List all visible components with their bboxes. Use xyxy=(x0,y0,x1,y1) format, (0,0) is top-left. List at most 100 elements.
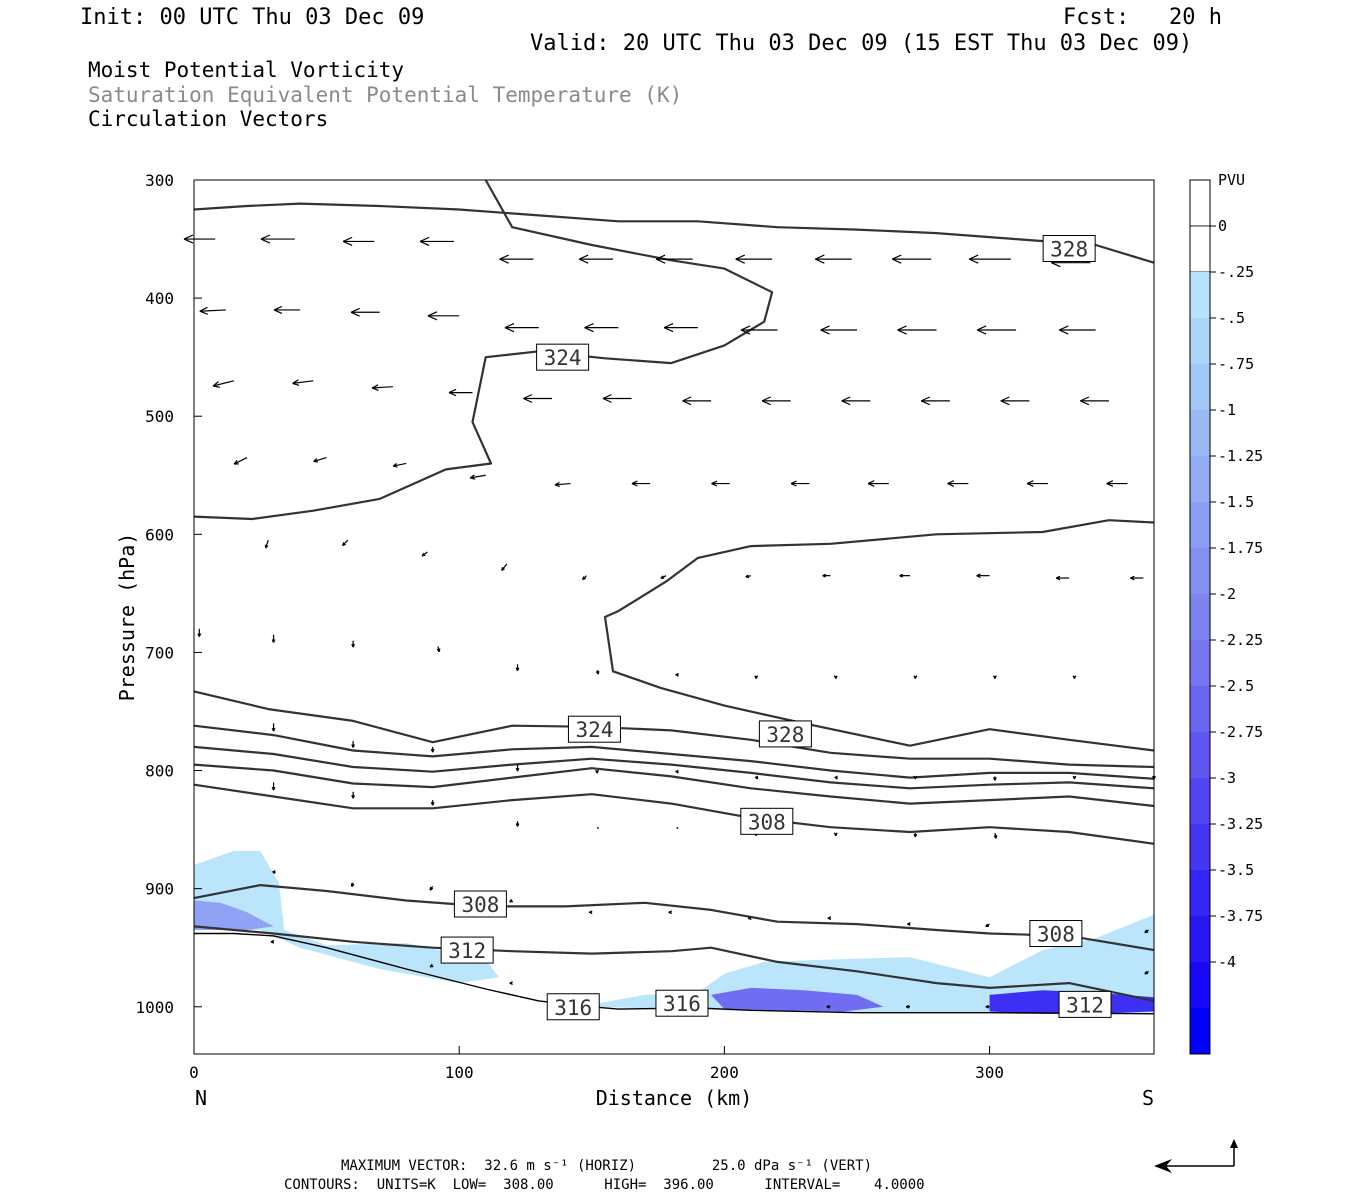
vector-head xyxy=(1073,675,1077,679)
vector-head xyxy=(273,786,276,791)
colorbar-cell xyxy=(1190,594,1210,640)
vector-head xyxy=(523,394,533,400)
circulation-vector xyxy=(790,480,810,487)
vector-head xyxy=(499,254,509,260)
circulation-vector xyxy=(913,833,918,838)
circulation-vector xyxy=(554,481,571,488)
colorbar-label: -2 xyxy=(1218,585,1236,603)
vector-head xyxy=(260,234,271,240)
circulation-vector xyxy=(815,254,852,264)
vector-head xyxy=(554,484,561,488)
circulation-vector xyxy=(199,306,226,315)
theta-contour xyxy=(193,202,1155,264)
vector-head xyxy=(1130,577,1135,581)
contour-label: 308 xyxy=(453,890,507,918)
vector-head xyxy=(897,329,907,335)
contour-label-box xyxy=(546,993,600,1021)
circulation-vector xyxy=(905,1004,911,1009)
vector-head xyxy=(432,748,435,753)
contour-label: 328 xyxy=(758,720,812,748)
circulation-vector xyxy=(1144,970,1150,975)
circulation-vector xyxy=(735,254,773,264)
contour-label: 308 xyxy=(1029,920,1083,948)
contour-label-box xyxy=(740,807,794,835)
circulation-vector xyxy=(985,1004,990,1009)
theta-contour xyxy=(193,690,1155,769)
vector-head xyxy=(509,982,513,986)
vector-head xyxy=(897,325,907,331)
vector-head xyxy=(947,480,955,485)
contour-label-box xyxy=(453,890,507,918)
vector-head xyxy=(270,941,275,944)
circulation-vector xyxy=(668,910,672,915)
vector-head xyxy=(427,311,438,317)
circulation-vector xyxy=(233,457,248,465)
vector-head xyxy=(523,397,533,403)
y-tick-label: 300 xyxy=(145,171,174,190)
vector-layer xyxy=(183,234,1156,1009)
vector-head xyxy=(429,887,434,891)
circulation-vector xyxy=(1080,396,1109,406)
vector-head xyxy=(976,329,987,335)
circulation-vector xyxy=(820,325,857,335)
vector-head xyxy=(976,325,987,331)
vector-head xyxy=(427,315,438,321)
vector-head xyxy=(350,307,360,313)
vector-head xyxy=(554,481,560,486)
vector-head xyxy=(631,480,638,485)
contour-label-text: 324 xyxy=(575,718,613,742)
circulation-vector xyxy=(342,236,375,247)
contour-label-text: 308 xyxy=(1037,923,1075,947)
circulation-vector xyxy=(313,456,327,463)
vector-head xyxy=(914,833,918,838)
contour-label-text: 308 xyxy=(748,810,786,834)
circulation-vector xyxy=(1059,325,1096,335)
y-tick-label: 700 xyxy=(145,643,174,662)
circulation-vector xyxy=(1072,675,1077,679)
vector-head xyxy=(815,258,825,264)
colorbar-cell xyxy=(1190,916,1210,962)
circulation-vector xyxy=(582,575,587,581)
circulation-vector xyxy=(985,923,990,928)
max-vector-note: MAXIMUM VECTOR: 32.6 m s⁻¹ (HORIZ) 25.0 … xyxy=(341,1158,873,1174)
vector-head xyxy=(1059,325,1069,331)
vector-head xyxy=(891,254,902,260)
vector-head xyxy=(602,394,612,400)
circulation-vector xyxy=(212,380,234,388)
theta-contour-layer xyxy=(193,179,1155,1015)
vector-head xyxy=(198,633,202,637)
circulation-vector xyxy=(754,675,759,679)
circulation-vector xyxy=(350,307,380,317)
vector-head xyxy=(516,823,520,827)
colorbar-unit: PVU xyxy=(1218,171,1245,189)
vector-shaft xyxy=(554,482,571,486)
vector-head xyxy=(914,775,918,780)
y-tick-label: 800 xyxy=(145,762,174,781)
contour-label: 324 xyxy=(567,715,621,743)
contour-label: 316 xyxy=(655,989,709,1017)
forecast-hour: Fcst: 20 h xyxy=(1063,5,1222,30)
vector-head xyxy=(905,1006,910,1009)
circulation-vector xyxy=(602,394,632,403)
contour-label-text: 308 xyxy=(461,893,499,917)
vector-head xyxy=(1080,396,1090,402)
circulation-vector xyxy=(947,480,969,487)
vector-head xyxy=(273,309,283,314)
colorbar-label: -2.5 xyxy=(1218,677,1254,695)
vector-head xyxy=(663,327,674,333)
circulation-vector xyxy=(1000,396,1030,406)
colorbar-cell xyxy=(1190,870,1210,916)
vector-head xyxy=(602,397,612,403)
circulation-vector xyxy=(976,325,1017,335)
circulation-vector xyxy=(499,254,534,264)
circulation-vector xyxy=(430,800,435,806)
vector-head xyxy=(212,381,219,387)
vector-head xyxy=(516,667,520,671)
x-tick-label: 0 xyxy=(189,1063,199,1082)
circulation-vector xyxy=(595,769,599,774)
contour-label: 324 xyxy=(536,343,590,371)
vector-head xyxy=(815,254,825,260)
vector-head xyxy=(393,465,398,468)
circulation-vector xyxy=(429,885,434,891)
colorbar-label: -3.75 xyxy=(1218,907,1263,925)
